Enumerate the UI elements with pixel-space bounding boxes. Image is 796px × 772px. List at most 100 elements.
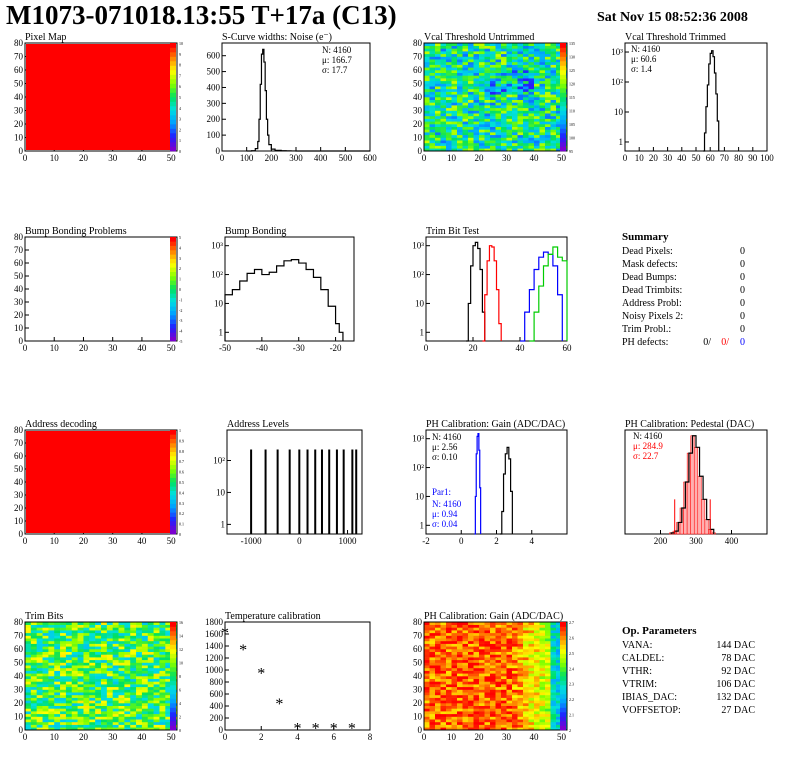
- vcal-untrimmed-ytick-label: 70: [413, 52, 423, 62]
- vcal-trimmed-ytick-label: 1: [619, 137, 624, 147]
- ph-gain-ytick-label: 10: [415, 491, 425, 501]
- ph-gain-map-frame-top: [423, 621, 568, 731]
- vcal-trimmed-xtick-label: 60: [706, 153, 716, 163]
- vcal-untrimmed-xtick-label: 10: [447, 153, 457, 163]
- pixel-map-colorbar-label: 7: [179, 73, 181, 78]
- address-decoding-ytick-label: 60: [14, 451, 24, 461]
- page-title: M1073-071018.13:55 T+17a (C13): [6, 0, 397, 30]
- summary-value: 0: [740, 298, 745, 309]
- s-curve-xtick-label: 600: [363, 153, 377, 163]
- ph-pedestal-title: PH Calibration: Pedestal (DAC): [625, 419, 754, 430]
- vcal-untrimmed-colorbar-label: 125: [569, 68, 575, 73]
- ph-gain-xtick-label: -2: [422, 536, 430, 546]
- ph-gain-par1-stat: N: 4160: [432, 499, 462, 509]
- op-param-value: 132 DAC: [716, 692, 755, 703]
- temperature-calibration-frame: [224, 621, 371, 731]
- address-decoding-ytick-label: 80: [14, 425, 24, 435]
- address-decoding-xtick-label: 50: [167, 536, 177, 546]
- ph-pedestal-stat: μ: 284.9: [633, 441, 663, 451]
- trim-bits-ytick-label: 60: [14, 644, 24, 654]
- address-decoding-ytick-label: 20: [14, 503, 24, 513]
- vcal-trimmed-xtick-label: 50: [692, 153, 702, 163]
- temperature-calibration-ytick-label: 200: [210, 713, 224, 723]
- ph-pedestal-stat: N: 4160: [633, 431, 663, 441]
- summary-ph-value: 0/: [721, 337, 729, 348]
- ph-pedestal-xtick-label: 300: [689, 536, 703, 546]
- temperature-point: *: [294, 720, 302, 737]
- vcal-untrimmed-colorbar-label: 120: [569, 82, 575, 87]
- vcal-trimmed-ytick-label: 10³: [611, 47, 623, 57]
- address-levels-frame: [226, 429, 363, 535]
- trim-bits-colorbar-label: 12: [179, 647, 183, 652]
- ph-pedestal-bar: [704, 519, 709, 535]
- summary-ph-value: 0/: [703, 337, 711, 348]
- vcal-untrimmed-cells: [424, 43, 568, 152]
- pixel-map-title: Pixel Map: [25, 32, 66, 43]
- vcal-untrimmed-title: Vcal Threshold Untrimmed: [424, 32, 534, 43]
- pixel-map-colorbar-label: 1: [179, 138, 181, 143]
- s-curve-stat: μ: 166.7: [322, 55, 352, 65]
- op-param-label: IBIAS_DAC:: [622, 692, 677, 703]
- s-curve-ytick-label: 200: [207, 114, 221, 124]
- pixel-map-colorbar-label: 9: [179, 52, 181, 57]
- address-decoding-colorbar-label: 0.9: [179, 438, 184, 443]
- pixel-map-ytick-label: 0: [19, 146, 24, 156]
- s-curve-xtick-label: 500: [339, 153, 353, 163]
- s-curve-series: [246, 48, 370, 152]
- temperature-calibration-ytick-label: 1200: [205, 653, 224, 663]
- trim-bit-series-3: [529, 246, 568, 342]
- address-decoding-ytick-label: 10: [14, 516, 24, 526]
- trim-bits-frame-top: [24, 621, 178, 731]
- op-param-label: VANA:: [622, 640, 652, 651]
- bump-bonding-problems-colorbar-label: -1: [179, 297, 182, 302]
- summary-value: 0: [740, 246, 745, 257]
- ph-gain-map-xtick-label: 10: [447, 732, 457, 742]
- vcal-trimmed-xtick-label: 30: [663, 153, 673, 163]
- s-curve-ytick-label: 500: [207, 67, 221, 77]
- temperature-point: *: [257, 665, 265, 682]
- bump-bonding-ytick-label: 10²: [211, 270, 223, 280]
- summary-title: Summary: [622, 231, 669, 243]
- bump-bonding-problems-colorbar-label: 0: [179, 287, 181, 292]
- ph-gain-par1-stat: σ: 0.04: [432, 519, 458, 529]
- summary-value: 0: [740, 259, 745, 270]
- trim-bits-ytick-label: 40: [14, 671, 24, 681]
- trim-bits-ytick-label: 20: [14, 698, 24, 708]
- ph-gain-map-colorbar-label: 2.6: [569, 635, 574, 640]
- trim-bits-ytick-label: 30: [14, 685, 24, 695]
- temperature-calibration-ytick-label: 800: [210, 677, 224, 687]
- summary-label: Address Probl:: [622, 298, 682, 309]
- address-levels-xtick-label: -1000: [241, 536, 262, 546]
- s-curve-stat: σ: 17.7: [322, 65, 348, 75]
- trim-bit-test-ytick-label: 10²: [412, 270, 424, 280]
- trim-bits-ytick-label: 70: [14, 631, 24, 641]
- pixel-map-ytick-label: 10: [14, 133, 24, 143]
- ph-pedestal-xtick-label: 400: [725, 536, 739, 546]
- vcal-untrimmed-colorbar-label: 100: [569, 136, 575, 141]
- s-curve-xtick-label: 100: [240, 153, 254, 163]
- temperature-point: *: [312, 720, 320, 737]
- bump-bonding-problems-xtick-label: 0: [23, 343, 28, 353]
- op-param-value: 78 DAC: [721, 653, 755, 664]
- temperature-point: *: [348, 720, 356, 737]
- ph-pedestal-outline: [670, 435, 715, 534]
- op-params-panel: Op. Parameters VANA: 144 DAC CALDEL: 78 DAC V…: [622, 625, 755, 716]
- ph-gain-map-ytick-label: 70: [413, 631, 423, 641]
- trim-bit-test-title: Trim Bit Test: [426, 226, 479, 237]
- pixel-map-colorbar-label: 10: [179, 41, 183, 46]
- vcal-untrimmed-colorbar-label: 105: [569, 122, 575, 127]
- address-decoding-ytick-label: 40: [14, 477, 24, 487]
- ph-gain-map-xtick-label: 0: [422, 732, 427, 742]
- vcal-untrimmed-xtick-label: 0: [422, 153, 427, 163]
- address-decoding-xtick-label: 20: [79, 536, 89, 546]
- trim-bit-test-xtick-label: 0: [424, 343, 429, 353]
- address-decoding-colorbar-label: 0.2: [179, 511, 184, 516]
- pixel-map-xtick-label: 40: [137, 153, 147, 163]
- trim-bits-ytick-label: 10: [14, 712, 24, 722]
- address-decoding-xtick-label: 30: [108, 536, 118, 546]
- ph-pedestal-panel: PH Calibration: Pedestal (DAC) 200 300 400 N…: [624, 419, 768, 546]
- address-decoding-colorbar-label: 0.5: [179, 480, 184, 485]
- s-curve-ytick-label: 100: [207, 130, 221, 140]
- trim-bit-series-2: [520, 251, 563, 342]
- trim-bits-colorbar-label: 2: [179, 715, 181, 720]
